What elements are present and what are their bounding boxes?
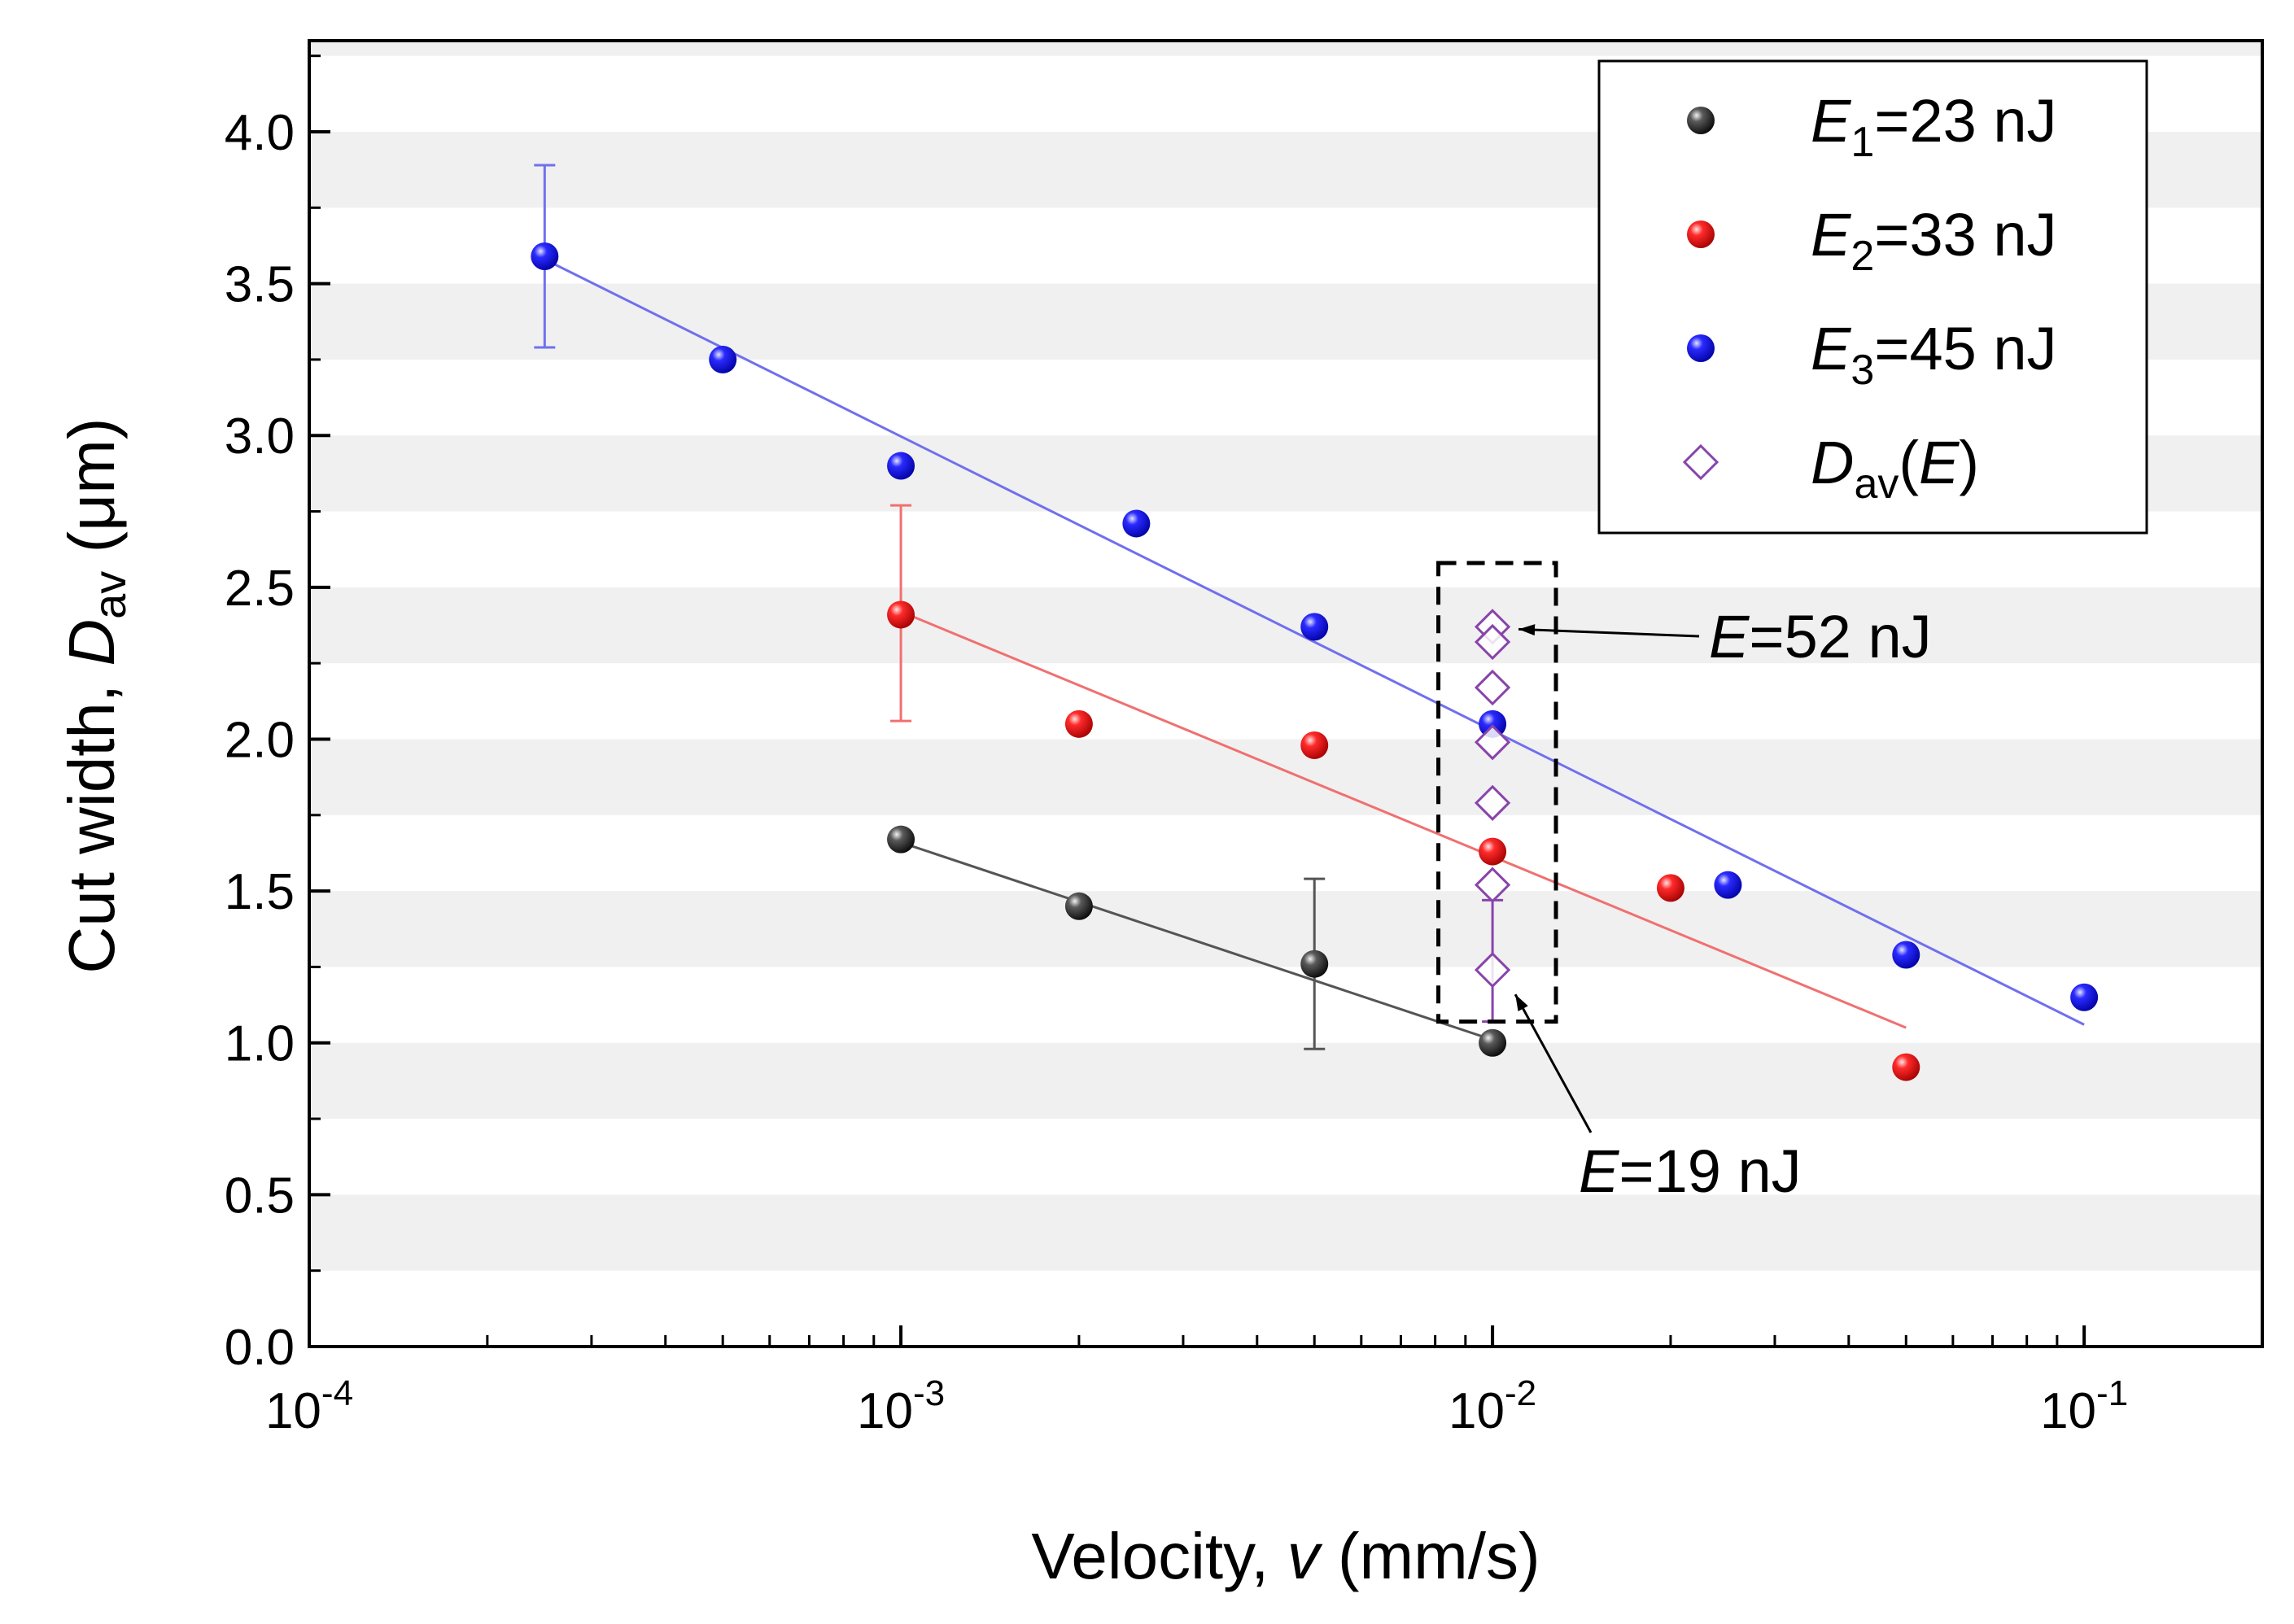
plot-frame	[308, 39, 2264, 1348]
legend: E1=23 nJ E2=33 nJ E3=45 nJ Dav(E)	[1597, 59, 2148, 535]
legend-box	[1597, 59, 2148, 535]
y-tick-label: 1.5	[225, 864, 295, 920]
x-tick-label: 10-1	[2040, 1373, 2128, 1439]
tick-labels: 0.0 0.5 1.0 1.5 2.0 2.5 3.0 3.5 4.0 10-4 10-3 10-2 1…	[225, 105, 2128, 1439]
annotations: E=52 nJ E=19 nJ	[1514, 603, 1932, 1205]
x-tick-label: 10-4	[265, 1373, 353, 1439]
point-dav	[1474, 623, 1511, 661]
point-dav	[1474, 952, 1511, 989]
legend-label-e2: E2=33 nJ	[1811, 201, 2057, 280]
point-e2	[887, 600, 915, 629]
x-axis-label: Velocity, v (mm/s)	[1031, 1520, 1540, 1592]
point-e3	[531, 242, 559, 271]
background-band	[309, 739, 2262, 815]
point-dav	[1474, 867, 1511, 903]
fit-line-e2	[900, 610, 1907, 1029]
y-tick-label: 4.0	[225, 105, 295, 161]
point-dav	[1474, 784, 1511, 821]
point-e3	[1122, 509, 1151, 538]
legend-label-e1: E1=23 nJ	[1811, 87, 2057, 166]
point-e3	[1300, 613, 1329, 641]
point-e3	[887, 452, 915, 480]
fit-line-e1	[900, 840, 1493, 1041]
annotation-arrow-52nj	[1518, 624, 1700, 638]
highlight-box	[1436, 561, 1558, 1024]
legend-marker-dav	[1682, 443, 1719, 481]
annotation-arrow-19nj	[1514, 993, 1593, 1133]
point-dav	[1474, 724, 1511, 761]
y-axis-label: Cut width, Dav (μm)	[55, 417, 135, 973]
fit-line-e3	[544, 258, 2085, 1026]
y-tick-label: 1.0	[225, 1016, 295, 1072]
background-band	[309, 587, 2262, 664]
point-e3	[1892, 941, 1920, 969]
point-e3	[2070, 983, 2099, 1011]
x-tick-label: 10-2	[1448, 1373, 1536, 1439]
point-e1	[1064, 892, 1093, 920]
point-e3	[1479, 709, 1507, 738]
y-tick-label: 2.0	[225, 712, 295, 768]
legend-label-dav: Dav(E)	[1811, 429, 1979, 508]
y-tick-label: 2.5	[225, 561, 295, 617]
point-e1	[887, 825, 915, 853]
y-tick-label: 3.5	[225, 257, 295, 313]
point-e2	[1892, 1053, 1920, 1081]
data-points	[531, 242, 2099, 1081]
y-tick-label: 0.0	[225, 1320, 295, 1376]
axis-ticks	[308, 55, 2264, 1348]
point-e1	[1300, 950, 1329, 978]
legend-marker-e2	[1687, 220, 1715, 248]
legend-label-e3: E3=45 nJ	[1811, 315, 2057, 394]
y-tick-label: 0.5	[225, 1168, 295, 1224]
annotation-19nj: E=19 nJ	[1579, 1137, 1802, 1205]
legend-marker-e1	[1687, 107, 1715, 134]
point-e1	[1479, 1028, 1507, 1057]
background-band	[309, 891, 2262, 967]
point-dav	[1474, 669, 1511, 706]
legend-marker-e3	[1687, 334, 1715, 362]
background-band	[309, 1042, 2262, 1120]
point-e3	[1714, 871, 1742, 899]
point-e2	[1656, 874, 1684, 902]
annotation-52nj: E=52 nJ	[1709, 603, 1932, 670]
fit-lines	[544, 258, 2085, 1041]
point-e2	[1064, 709, 1093, 738]
point-e3	[709, 345, 737, 373]
y-tick-label: 3.0	[225, 408, 295, 465]
point-e2	[1300, 731, 1329, 759]
background-band	[309, 41, 2262, 56]
point-e2	[1479, 837, 1507, 866]
x-tick-label: 10-3	[857, 1373, 945, 1439]
background-band	[309, 1194, 2262, 1271]
